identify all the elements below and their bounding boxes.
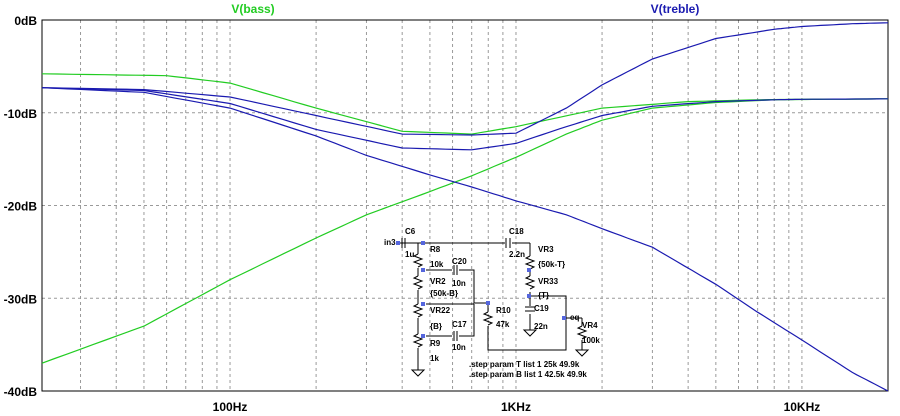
x-axis-ticks: 100Hz 1KHz 10KHz xyxy=(213,400,821,414)
y-tick-label: -20dB xyxy=(4,200,38,214)
y-tick-label: -10dB xyxy=(4,107,38,121)
label-vr4: VR4 xyxy=(582,321,598,330)
label-vr33: VR33 xyxy=(538,277,559,286)
label-r9: R9 xyxy=(430,339,441,348)
label-c17-val: 10n xyxy=(452,343,466,352)
label-vr22-val: {B} xyxy=(430,322,442,331)
node xyxy=(527,268,531,272)
c6-symbol xyxy=(401,238,406,248)
label-eq: eq xyxy=(570,313,579,322)
wire-eq xyxy=(566,317,583,350)
x-tick-label: 100Hz xyxy=(213,400,248,414)
circuit-schematic xyxy=(396,238,590,377)
y-tick-label: -40dB xyxy=(4,385,38,399)
legend-series-0: V(bass) xyxy=(231,2,274,16)
x-tick-label: 1KHz xyxy=(501,400,531,414)
label-vr3-val: {50k-T} xyxy=(538,260,565,269)
r9-symbol xyxy=(412,333,424,348)
vr3-symbol xyxy=(524,255,536,270)
wire-c20 xyxy=(426,269,488,305)
r8-symbol xyxy=(412,253,424,268)
label-vr2-val: {50k-B} xyxy=(430,289,458,298)
label-c18-val: 2.2n xyxy=(509,250,525,259)
vr22-symbol xyxy=(412,303,424,318)
label-vr2: VR2 xyxy=(430,277,446,286)
schematic-labels: in3 C6 1u R8 10k C18 2.2n VR3 {50k-T} C2… xyxy=(384,227,600,379)
spice-directive-t: .step param T list 1 25k 49.9k xyxy=(469,360,580,369)
wire-c17 xyxy=(426,304,475,337)
y-tick-label: -30dB xyxy=(4,292,38,306)
label-r8-val: 10k xyxy=(430,260,444,269)
node xyxy=(421,241,425,245)
label-vr4-val: 100k xyxy=(582,336,600,345)
c18-symbol xyxy=(505,238,511,248)
node xyxy=(396,241,400,245)
label-c19: C19 xyxy=(534,304,549,313)
label-c20-val: 10n xyxy=(452,279,466,288)
label-vr22: VR22 xyxy=(430,306,451,315)
y-axis-ticks: 0dB -10dB -20dB -30dB -40dB xyxy=(4,14,38,399)
vr4-symbol xyxy=(576,325,588,340)
label-c19-val: 22n xyxy=(534,322,548,331)
r10-symbol xyxy=(482,311,494,326)
x-tick-label: 10KHz xyxy=(784,400,821,414)
series-1-curve-2 xyxy=(41,87,889,392)
node xyxy=(486,301,490,305)
c19-symbol xyxy=(525,306,535,312)
trace-curves xyxy=(41,22,889,392)
label-c20: C20 xyxy=(452,257,467,266)
label-r9-val: 1k xyxy=(430,354,439,363)
label-vr33-val: {T} xyxy=(538,291,549,300)
node xyxy=(421,268,425,272)
label-in3: in3 xyxy=(384,238,396,247)
node xyxy=(421,302,425,306)
y-tick-label: 0dB xyxy=(14,14,37,28)
series-0-curve-0 xyxy=(41,73,889,135)
node xyxy=(421,334,425,338)
spice-directive-b: .step param B list 1 42.5k 49.9k xyxy=(469,370,587,379)
vr33-symbol xyxy=(524,275,536,290)
label-r10-val: 47k xyxy=(496,320,510,329)
label-r10: R10 xyxy=(496,306,511,315)
c20-symbol xyxy=(453,265,458,275)
series-1-curve-0 xyxy=(41,22,889,136)
label-c6: C6 xyxy=(405,227,416,236)
legend-series-1: V(treble) xyxy=(651,2,700,16)
c17-symbol xyxy=(453,331,458,341)
label-c18: C18 xyxy=(509,227,524,236)
label-c17: C17 xyxy=(452,320,467,329)
ground-mid xyxy=(522,329,538,337)
vr2-symbol xyxy=(412,275,424,290)
trace-legend: V(bass) V(treble) xyxy=(231,2,699,16)
label-r8: R8 xyxy=(430,245,441,254)
series-1-curve-1 xyxy=(41,87,889,151)
plot-frame xyxy=(41,19,889,392)
ground-left xyxy=(410,369,426,377)
node xyxy=(527,294,531,298)
ground-right xyxy=(574,349,590,357)
wire-top xyxy=(396,242,531,256)
label-c6-val: 1u xyxy=(405,250,414,259)
label-vr3: VR3 xyxy=(538,245,554,254)
node xyxy=(562,316,566,320)
